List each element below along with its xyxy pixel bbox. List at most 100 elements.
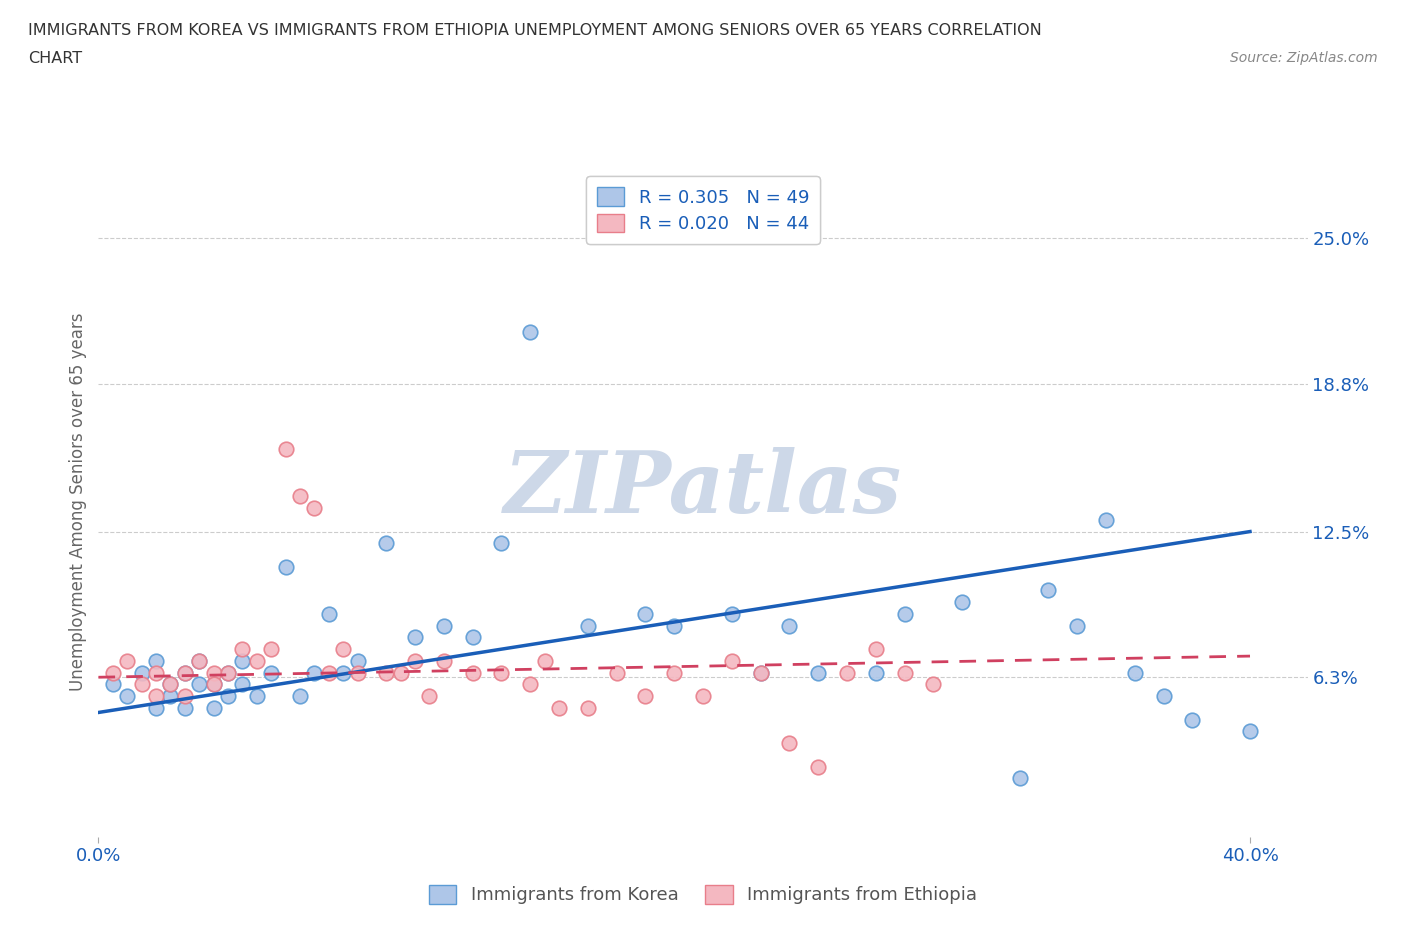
Point xyxy=(720,654,742,669)
Point xyxy=(375,536,398,551)
Point xyxy=(893,665,915,680)
Point xyxy=(576,618,599,633)
Point xyxy=(231,654,253,669)
Point xyxy=(101,665,124,680)
Point xyxy=(173,688,195,703)
Point xyxy=(202,677,225,692)
Point xyxy=(461,665,484,680)
Point xyxy=(519,677,541,692)
Point xyxy=(893,606,915,621)
Point xyxy=(835,665,858,680)
Point xyxy=(749,665,772,680)
Text: ZIPatlas: ZIPatlas xyxy=(503,447,903,530)
Point xyxy=(1066,618,1088,633)
Point xyxy=(260,665,283,680)
Point xyxy=(173,700,195,715)
Point xyxy=(202,665,225,680)
Point xyxy=(231,642,253,657)
Text: Source: ZipAtlas.com: Source: ZipAtlas.com xyxy=(1230,51,1378,65)
Point xyxy=(865,665,887,680)
Point xyxy=(246,688,269,703)
Point xyxy=(389,665,412,680)
Point xyxy=(131,677,153,692)
Point xyxy=(548,700,571,715)
Point xyxy=(1181,712,1204,727)
Point xyxy=(634,688,657,703)
Point xyxy=(145,688,167,703)
Point xyxy=(375,665,398,680)
Point xyxy=(634,606,657,621)
Point xyxy=(1153,688,1175,703)
Point xyxy=(332,642,354,657)
Point xyxy=(188,677,211,692)
Point xyxy=(606,665,628,680)
Point xyxy=(778,736,800,751)
Point xyxy=(173,665,195,680)
Point xyxy=(231,677,253,692)
Point xyxy=(318,606,340,621)
Point xyxy=(288,688,311,703)
Point xyxy=(807,759,830,774)
Legend: Immigrants from Korea, Immigrants from Ethiopia: Immigrants from Korea, Immigrants from E… xyxy=(422,878,984,911)
Point xyxy=(1095,512,1118,527)
Point xyxy=(778,618,800,633)
Text: IMMIGRANTS FROM KOREA VS IMMIGRANTS FROM ETHIOPIA UNEMPLOYMENT AMONG SENIORS OVE: IMMIGRANTS FROM KOREA VS IMMIGRANTS FROM… xyxy=(28,23,1042,38)
Point xyxy=(217,688,239,703)
Point xyxy=(1038,583,1060,598)
Point xyxy=(145,700,167,715)
Point xyxy=(346,665,368,680)
Point xyxy=(274,442,297,457)
Point xyxy=(188,654,211,669)
Point xyxy=(188,654,211,669)
Point xyxy=(865,642,887,657)
Point xyxy=(159,688,181,703)
Point xyxy=(217,665,239,680)
Point xyxy=(950,594,973,609)
Point xyxy=(576,700,599,715)
Point xyxy=(404,630,426,644)
Point xyxy=(101,677,124,692)
Point xyxy=(720,606,742,621)
Point xyxy=(491,536,513,551)
Point xyxy=(404,654,426,669)
Point xyxy=(346,654,368,669)
Point xyxy=(304,500,326,515)
Point xyxy=(922,677,945,692)
Y-axis label: Unemployment Among Seniors over 65 years: Unemployment Among Seniors over 65 years xyxy=(69,313,87,691)
Point xyxy=(664,618,686,633)
Point xyxy=(115,688,138,703)
Point xyxy=(332,665,354,680)
Point xyxy=(145,654,167,669)
Point xyxy=(159,677,181,692)
Point xyxy=(533,654,555,669)
Point xyxy=(318,665,340,680)
Point xyxy=(145,665,167,680)
Point xyxy=(288,489,311,504)
Point xyxy=(1239,724,1261,738)
Point xyxy=(1123,665,1146,680)
Point xyxy=(807,665,830,680)
Point xyxy=(418,688,440,703)
Point xyxy=(274,559,297,574)
Point xyxy=(217,665,239,680)
Point xyxy=(1008,771,1031,786)
Point xyxy=(433,654,456,669)
Point xyxy=(749,665,772,680)
Point xyxy=(115,654,138,669)
Text: CHART: CHART xyxy=(28,51,82,66)
Point xyxy=(260,642,283,657)
Point xyxy=(519,325,541,339)
Point xyxy=(491,665,513,680)
Point xyxy=(159,677,181,692)
Point xyxy=(202,700,225,715)
Point xyxy=(664,665,686,680)
Point xyxy=(433,618,456,633)
Point xyxy=(202,677,225,692)
Point xyxy=(692,688,714,703)
Point xyxy=(131,665,153,680)
Legend: R = 0.305   N = 49, R = 0.020   N = 44: R = 0.305 N = 49, R = 0.020 N = 44 xyxy=(586,177,820,244)
Point xyxy=(304,665,326,680)
Point xyxy=(461,630,484,644)
Point xyxy=(246,654,269,669)
Point xyxy=(173,665,195,680)
